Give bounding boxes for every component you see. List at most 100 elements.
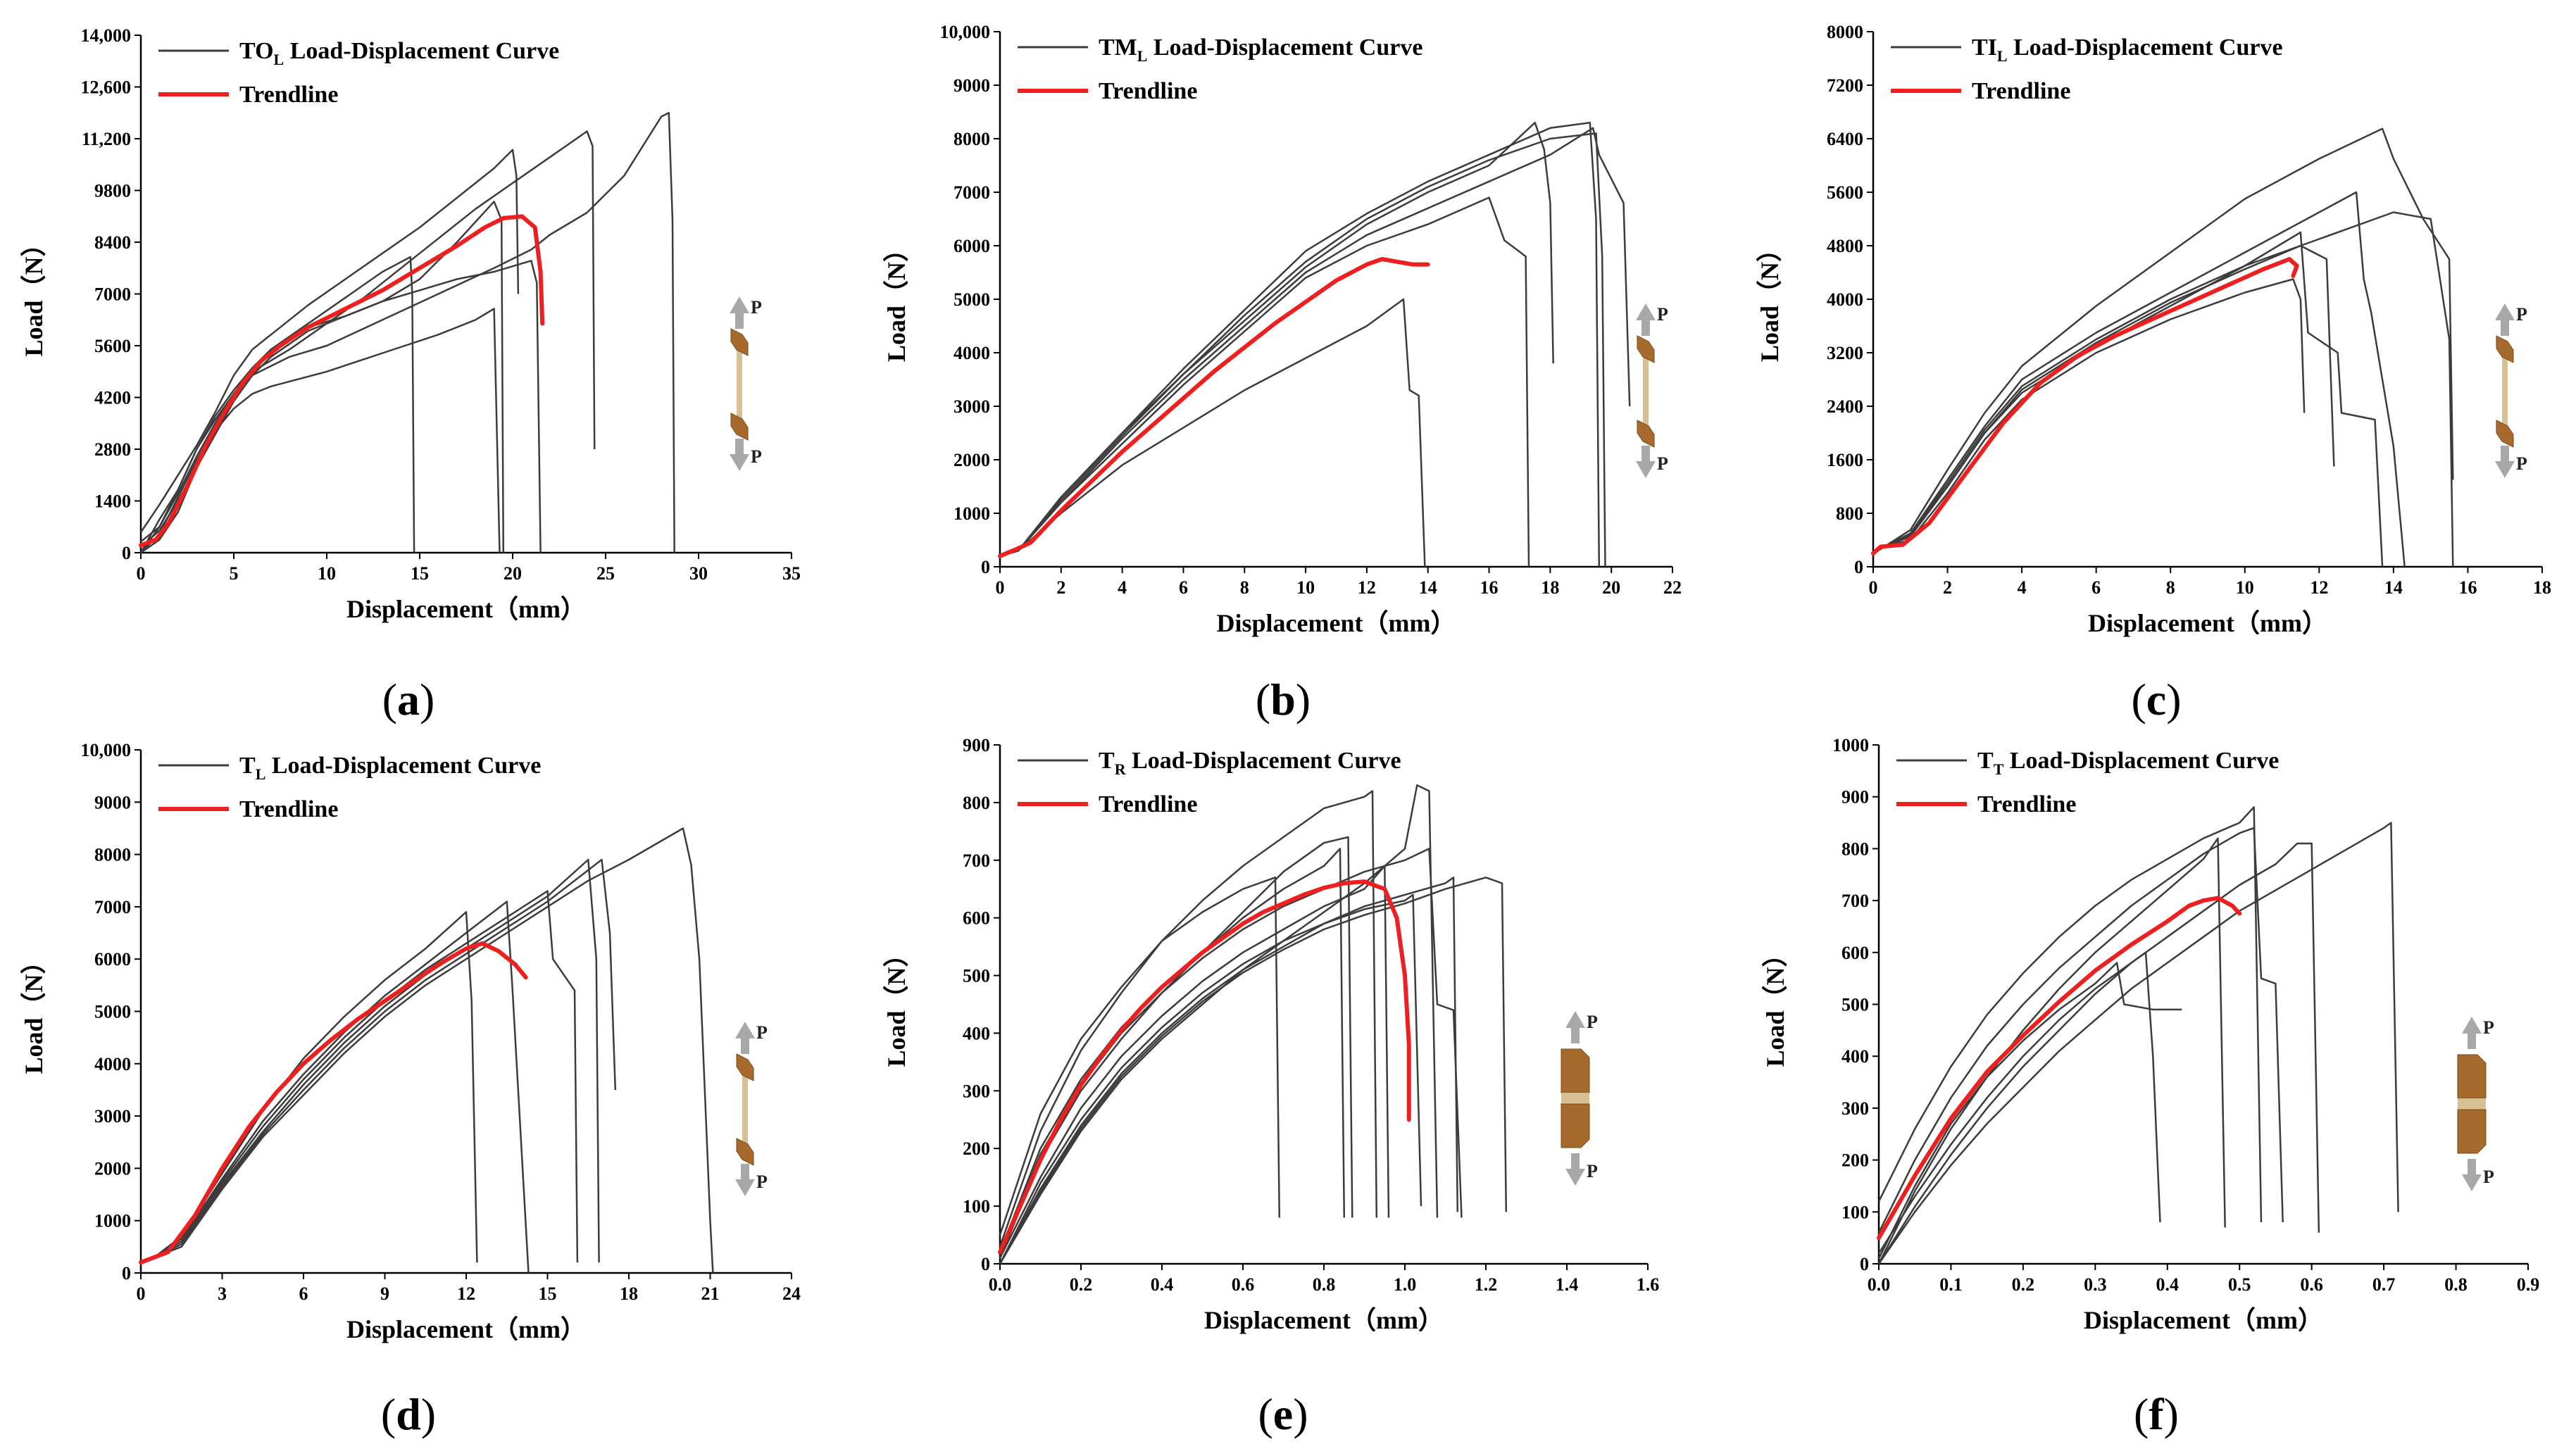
x-tick-label: 1.6 (1637, 1274, 1660, 1295)
x-tick-label: 0.0 (989, 1274, 1012, 1295)
x-tick-label: 15 (539, 1284, 557, 1304)
specimen-curve-5 (139, 112, 675, 553)
panel-c-down-arrow-icon (2495, 446, 2515, 478)
x-tick-label: 12 (457, 1284, 475, 1304)
x-tick-label: 4 (2018, 577, 2027, 598)
x-tick-label: 12 (2310, 577, 2328, 598)
specimen-curve-1 (140, 256, 415, 553)
y-tick-label: 4800 (1827, 236, 1863, 256)
x-tick-label: 18 (2533, 577, 2551, 598)
x-tick-label: 22 (1663, 577, 1682, 598)
x-tick-label: 15 (411, 563, 429, 584)
x-tick-label: 6 (299, 1284, 308, 1304)
panel-e-force-label-top: P (1587, 1012, 1598, 1032)
y-tick-label: 600 (963, 908, 990, 929)
trendline-curve (1871, 257, 2299, 556)
legend-label-specimen: TT Load-Displacement Curve (1977, 748, 2279, 778)
x-tick-label: 4 (1118, 577, 1127, 598)
panel-d-specimen-icon (736, 1053, 754, 1166)
y-tick-label: 500 (963, 966, 990, 986)
y-tick-label: 700 (1841, 891, 1869, 911)
x-tick-label: 2 (1943, 577, 1952, 598)
y-tick-label: 800 (1836, 503, 1863, 524)
specimen-curve-7 (1877, 822, 2399, 1264)
x-tick-label: 0 (137, 1284, 146, 1304)
y-axis-title: Load（N） (1761, 941, 1789, 1067)
y-tick-label: 800 (1841, 839, 1869, 859)
x-tick-label: 25 (596, 563, 615, 584)
y-tick-label: 8000 (94, 845, 131, 865)
x-tick-label: 14 (2384, 577, 2403, 598)
y-tick-label: 5000 (94, 1002, 131, 1022)
legend-label-specimen: TR Load-Displacement Curve (1099, 748, 1401, 778)
y-tick-label: 1600 (1827, 450, 1863, 470)
x-tick-label: 20 (504, 563, 522, 584)
x-tick-label: 10 (2236, 577, 2254, 598)
x-tick-label: 0.5 (2228, 1274, 2251, 1295)
panel-f-force-label-top: P (2483, 1017, 2494, 1038)
specimen-curve-6 (999, 893, 1422, 1264)
x-tick-label: 2 (1056, 577, 1065, 598)
y-tick-label: 8000 (1827, 22, 1863, 42)
y-tick-label: 1000 (94, 1211, 131, 1231)
chart-panel-b: 0 2 4 6 8 10 12 14 16 18 20 22 0 1000 2000 3000 4000 5000… (882, 22, 1682, 724)
x-tick-label: 0.4 (1151, 1274, 1174, 1295)
specimen-curve-7 (999, 784, 1439, 1264)
panel-b-down-arrow-icon (1636, 446, 1656, 478)
y-tick-label: 0 (981, 557, 990, 577)
x-tick-label: 30 (689, 563, 708, 584)
y-tick-label: 2000 (94, 1158, 131, 1179)
x-axis-title: Displacement（mm） (346, 595, 586, 623)
panel-label: (c) (2131, 674, 2181, 724)
specimen-curve-4 (999, 790, 1378, 1247)
y-tick-label: 1400 (94, 491, 131, 512)
x-tick-label: 24 (782, 1284, 801, 1304)
y-tick-label: 300 (963, 1081, 990, 1101)
x-tick-label: 12 (1358, 577, 1376, 598)
panel-e-up-arrow-icon (1565, 1011, 1585, 1043)
legend-label-trendline: Trendline (1099, 78, 1197, 104)
panel-label: (f) (2134, 1389, 2179, 1439)
x-tick-label: 0.3 (2084, 1274, 2107, 1295)
x-tick-label: 16 (1480, 577, 1499, 598)
panel-f-force-label-bottom: P (2483, 1167, 2494, 1187)
legend-label-trendline: Trendline (1977, 791, 2076, 817)
y-tick-label: 8000 (953, 129, 990, 149)
panel-c-specimen-icon (2496, 335, 2514, 448)
y-tick-label: 6000 (953, 236, 990, 256)
panel-b-force-label-bottom: P (1657, 453, 1668, 474)
chart-panel-c: 0 2 4 6 8 10 12 14 16 18 0 800 1600 2400 3200 4000 4800 5… (1756, 22, 2551, 724)
y-axis-title: Load（N） (20, 948, 48, 1074)
legend: TIL Load-Displacement Curve Trendline (1891, 34, 2283, 104)
y-tick-label: 2400 (1827, 396, 1863, 417)
y-tick-label: 11,200 (82, 129, 131, 149)
specimen-curve-5 (1872, 211, 2454, 567)
y-tick-label: 4200 (94, 388, 131, 408)
y-tick-label: 7000 (94, 284, 131, 305)
x-tick-label: 0.1 (1939, 1274, 1963, 1295)
x-tick-label: 18 (1541, 577, 1559, 598)
trendline-curve (139, 214, 545, 548)
y-tick-label: 700 (963, 851, 990, 871)
panel-c-up-arrow-icon (2495, 303, 2515, 336)
legend-label-trendline: Trendline (239, 82, 338, 108)
panel-d-down-arrow-icon (735, 1164, 755, 1196)
specimen-curve-3 (1872, 191, 2406, 567)
y-tick-label: 10,000 (940, 22, 991, 42)
x-axis-title: Displacement（mm） (2088, 609, 2327, 637)
y-tick-label: 900 (963, 735, 990, 755)
legend: TT Load-Displacement Curve Trendline (1896, 748, 2279, 817)
panel-e-specimen-icon (1561, 1048, 1590, 1148)
y-tick-label: 0 (1854, 557, 1863, 577)
x-tick-label: 5 (230, 563, 239, 584)
legend-label-specimen: TIL Load-Displacement Curve (1972, 34, 2283, 65)
x-tick-label: 0.0 (1868, 1274, 1891, 1295)
x-tick-label: 0.2 (2012, 1274, 2035, 1295)
legend-label-trendline: Trendline (239, 796, 338, 822)
x-tick-label: 35 (782, 563, 801, 584)
x-tick-label: 20 (1602, 577, 1620, 598)
specimen-curve-6 (1872, 244, 2335, 555)
panel-label: (e) (1258, 1389, 1308, 1439)
panel-f-up-arrow-icon (2462, 1017, 2482, 1049)
